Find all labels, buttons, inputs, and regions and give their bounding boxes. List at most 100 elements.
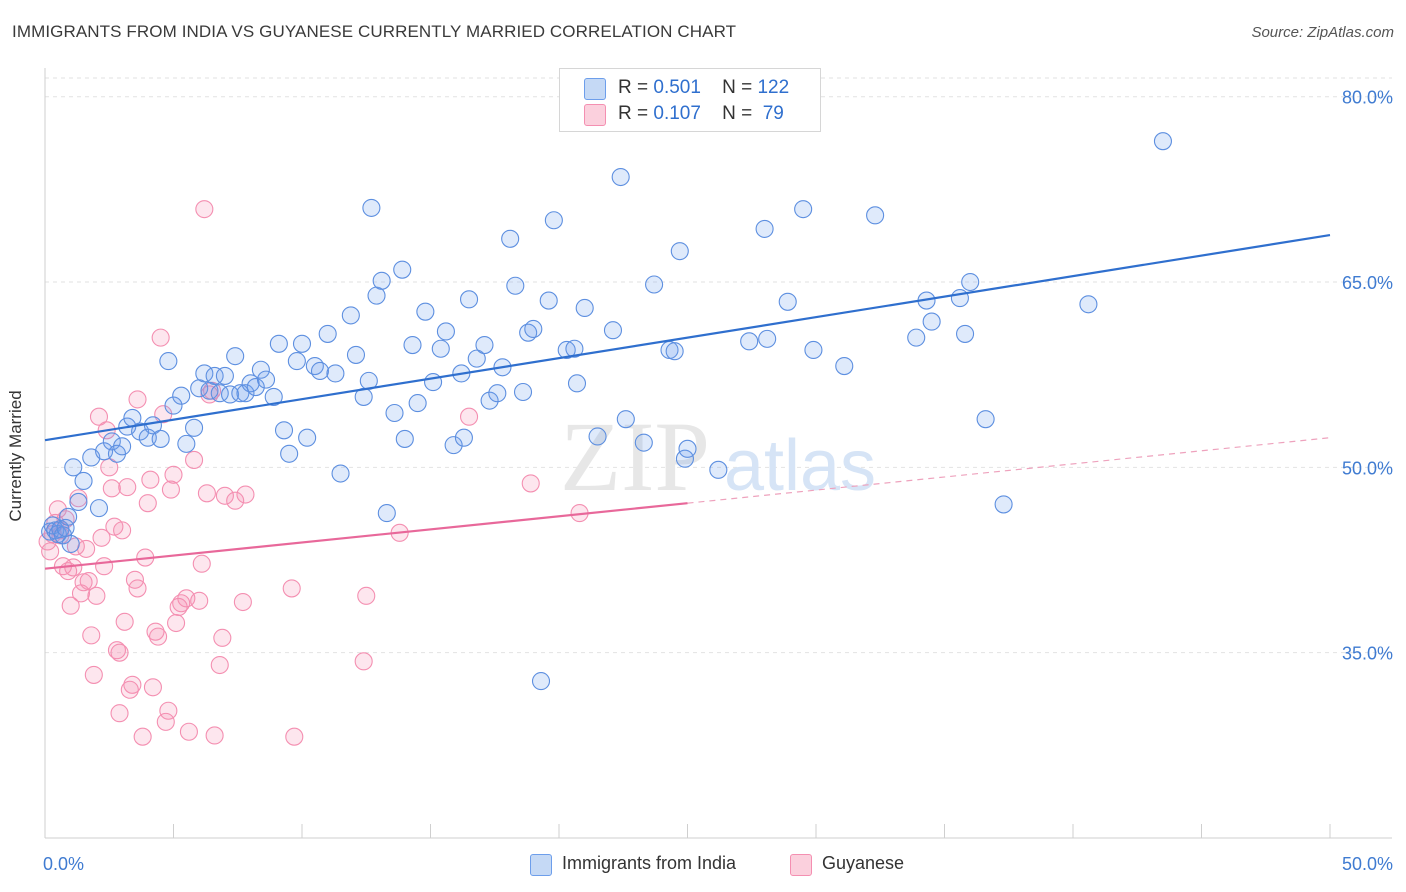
guyanese-point (226, 491, 245, 510)
india-point (513, 382, 533, 402)
india-point (177, 434, 196, 453)
legend-swatch-india (584, 78, 606, 100)
india-point (616, 410, 635, 429)
guyanese-point (205, 726, 224, 745)
india-point (172, 386, 191, 405)
india-point (318, 324, 337, 343)
n-label: N = (722, 77, 753, 98)
guyanese-point (195, 200, 214, 219)
guyanese-point (210, 655, 229, 675)
india-point (524, 319, 543, 339)
n-value-guyanese: 79 (757, 103, 784, 124)
india-point (961, 272, 980, 292)
india-point (866, 206, 885, 225)
india-point (56, 518, 75, 537)
india-point (678, 439, 697, 458)
guyanese-point (159, 701, 178, 720)
guyanese-point (110, 643, 129, 662)
guyanese-point (459, 407, 479, 426)
guyanese-point (146, 622, 165, 641)
india-point (326, 364, 345, 383)
india-point (215, 366, 234, 385)
legend-swatch-india-bottom (530, 854, 552, 876)
source-label: Source: ZipAtlas.com (1251, 24, 1394, 41)
chart-title: IMMIGRANTS FROM INDIA VS GUYANESE CURREN… (12, 22, 737, 41)
guyanese-point (48, 500, 67, 519)
india-point (444, 436, 463, 455)
watermark: ZIP atlas (560, 401, 876, 512)
x-tick-label-max: 50.0% (1342, 854, 1393, 874)
india-point (575, 298, 594, 318)
india-point (393, 260, 412, 279)
india-point (292, 334, 312, 353)
india-point (603, 321, 623, 340)
guyanese-point (354, 652, 373, 671)
guyanese-point (41, 542, 60, 561)
india-point (269, 334, 288, 353)
y-tick-label: 35.0% (1342, 644, 1393, 664)
india-point (758, 329, 777, 348)
y-tick-label: 50.0% (1342, 458, 1393, 478)
grid-lines (45, 77, 1392, 654)
india-point (480, 391, 499, 410)
india-point (634, 433, 653, 452)
india-point (64, 458, 83, 477)
n-label: N = (722, 103, 753, 124)
india-point (588, 427, 607, 446)
india-point (362, 198, 381, 217)
guyanese-point (115, 612, 134, 631)
guyanese-point (82, 626, 101, 645)
guyanese-point (156, 712, 175, 731)
guyanese-point (190, 591, 209, 610)
india-point (310, 361, 330, 381)
india-point (408, 394, 427, 413)
india-point (459, 290, 479, 309)
india-point (246, 377, 265, 397)
india-point (994, 495, 1013, 514)
india-point (488, 384, 507, 403)
india-point (274, 421, 294, 440)
india-point (341, 306, 360, 325)
india-point (454, 428, 473, 447)
india-point (346, 345, 366, 364)
india-point (280, 444, 299, 463)
india-point (956, 324, 975, 343)
india-point (922, 312, 941, 331)
n-value-india: 122 (757, 77, 790, 98)
india-point (431, 339, 450, 358)
india-point (567, 374, 587, 393)
correlation-legend: R = 0.501 N = 122 R = 0.107 N = 79 (559, 68, 821, 132)
trend-lines (44, 233, 1331, 570)
india-point (416, 302, 435, 321)
guyanese-point (107, 641, 127, 660)
tick-labels: 35.0% 50.0% 65.0% 80.0% 0.0% 50.0% (43, 88, 1393, 874)
r-value-india: 0.501 (653, 77, 701, 98)
guyanese-point (151, 328, 170, 347)
india-point (778, 292, 797, 311)
guyanese-point (118, 478, 137, 497)
india-point (59, 507, 78, 526)
india-point (164, 396, 183, 415)
guyanese-point (215, 486, 234, 505)
india-point (74, 471, 93, 490)
india-point (69, 492, 88, 511)
r-value-guyanese: 0.107 (653, 103, 701, 124)
india-point (331, 464, 350, 483)
guyanese-point (141, 470, 160, 489)
india-point (1153, 132, 1172, 151)
india-point (665, 342, 684, 361)
india-point (372, 271, 391, 290)
guyanese-point (95, 557, 114, 576)
india-point (226, 347, 245, 366)
guyanese-point (84, 665, 103, 684)
india-point (287, 352, 306, 371)
y-tick-label: 80.0% (1342, 88, 1393, 108)
guyanese-point (110, 704, 129, 723)
guyanese-point (161, 480, 180, 499)
legend-label-india: Immigrants from India (562, 853, 737, 873)
guyanese-point (128, 579, 147, 598)
india-point (467, 349, 486, 368)
axes (44, 68, 1392, 839)
guyanese-point (236, 485, 255, 504)
guyanese-point (285, 727, 304, 746)
